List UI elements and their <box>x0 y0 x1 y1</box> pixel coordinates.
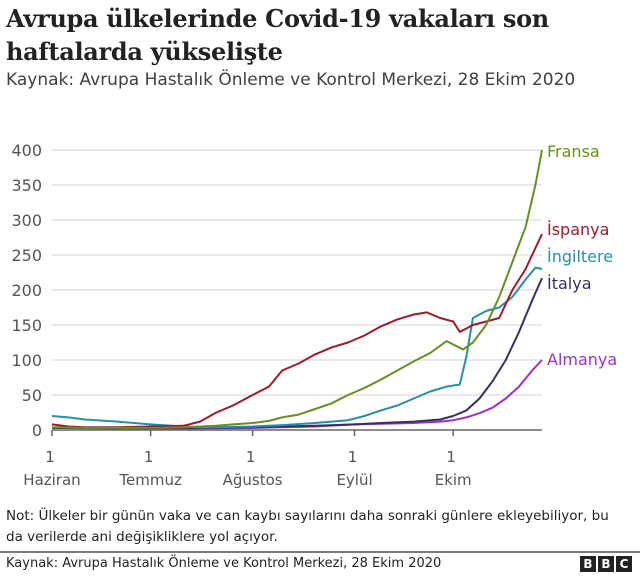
series-labels: Almanya İtalya İngiltere İspanya Fransa <box>547 142 617 369</box>
y-tick-label: 300 <box>11 211 42 230</box>
y-tick-label: 200 <box>11 281 42 300</box>
source-text: Kaynak: Avrupa Hastalık Önleme ve Kontro… <box>6 556 442 571</box>
series-lines <box>51 149 543 430</box>
series-line-i̇talya <box>52 277 543 429</box>
footer-divider <box>0 551 640 553</box>
bbc-logo-letter: B <box>598 556 614 572</box>
series-label: Almanya <box>547 350 617 369</box>
y-tick-label: 350 <box>11 176 42 195</box>
x-tick-day: 1 <box>45 448 55 466</box>
x-tick-month: Ekim <box>435 471 472 489</box>
chart-subtitle: Kaynak: Avrupa Hastalık Önleme ve Kontro… <box>6 70 576 90</box>
line-chart: 0 50 100 150 200 250 300 350 400 1 Haziran 1 Temmuz… <box>0 130 640 500</box>
x-axis: 1 Haziran 1 Temmuz 1 Ağustos 1 Eylül 1 Ekim <box>23 429 542 489</box>
y-tick-label: 400 <box>11 141 42 160</box>
series-label: Fransa <box>547 142 600 161</box>
x-tick-month: Eylül <box>336 471 372 489</box>
x-tick-day: 1 <box>348 448 358 466</box>
bbc-logo: B B C <box>580 556 632 572</box>
chart-title: Avrupa ülkelerinde Covid-19 vakaları son… <box>6 4 549 66</box>
y-tick-label: 0 <box>32 421 42 440</box>
series-line-i̇spanya <box>51 233 543 429</box>
series-line-fransa <box>51 149 543 429</box>
footnote: Not: Ülkeler bir günün vaka ve can kaybı… <box>6 508 609 545</box>
bbc-logo-letter: C <box>616 556 632 572</box>
y-tick-label: 150 <box>11 316 42 335</box>
x-tick-month: Ağustos <box>223 471 283 489</box>
chart-canvas: 0 50 100 150 200 250 300 350 400 1 Haziran 1 Temmuz… <box>11 141 617 489</box>
bbc-logo-letter: B <box>580 556 596 572</box>
x-tick-day: 1 <box>446 448 456 466</box>
y-tick-label: 50 <box>22 386 42 405</box>
x-tick-day: 1 <box>246 448 256 466</box>
series-label: İtalya <box>547 274 592 293</box>
x-tick-day: 1 <box>144 448 154 466</box>
y-tick-label: 100 <box>11 351 42 370</box>
gridlines <box>52 149 542 396</box>
series-label: İngiltere <box>547 247 613 266</box>
x-tick-month: Temmuz <box>118 471 182 489</box>
y-tick-label: 250 <box>11 246 42 265</box>
x-tick-month: Haziran <box>23 471 80 489</box>
y-axis: 0 50 100 150 200 250 300 350 400 <box>11 141 42 440</box>
series-label: İspanya <box>547 220 609 239</box>
series-line-almanya <box>51 359 543 430</box>
series-line-i̇ngiltere <box>51 266 543 429</box>
